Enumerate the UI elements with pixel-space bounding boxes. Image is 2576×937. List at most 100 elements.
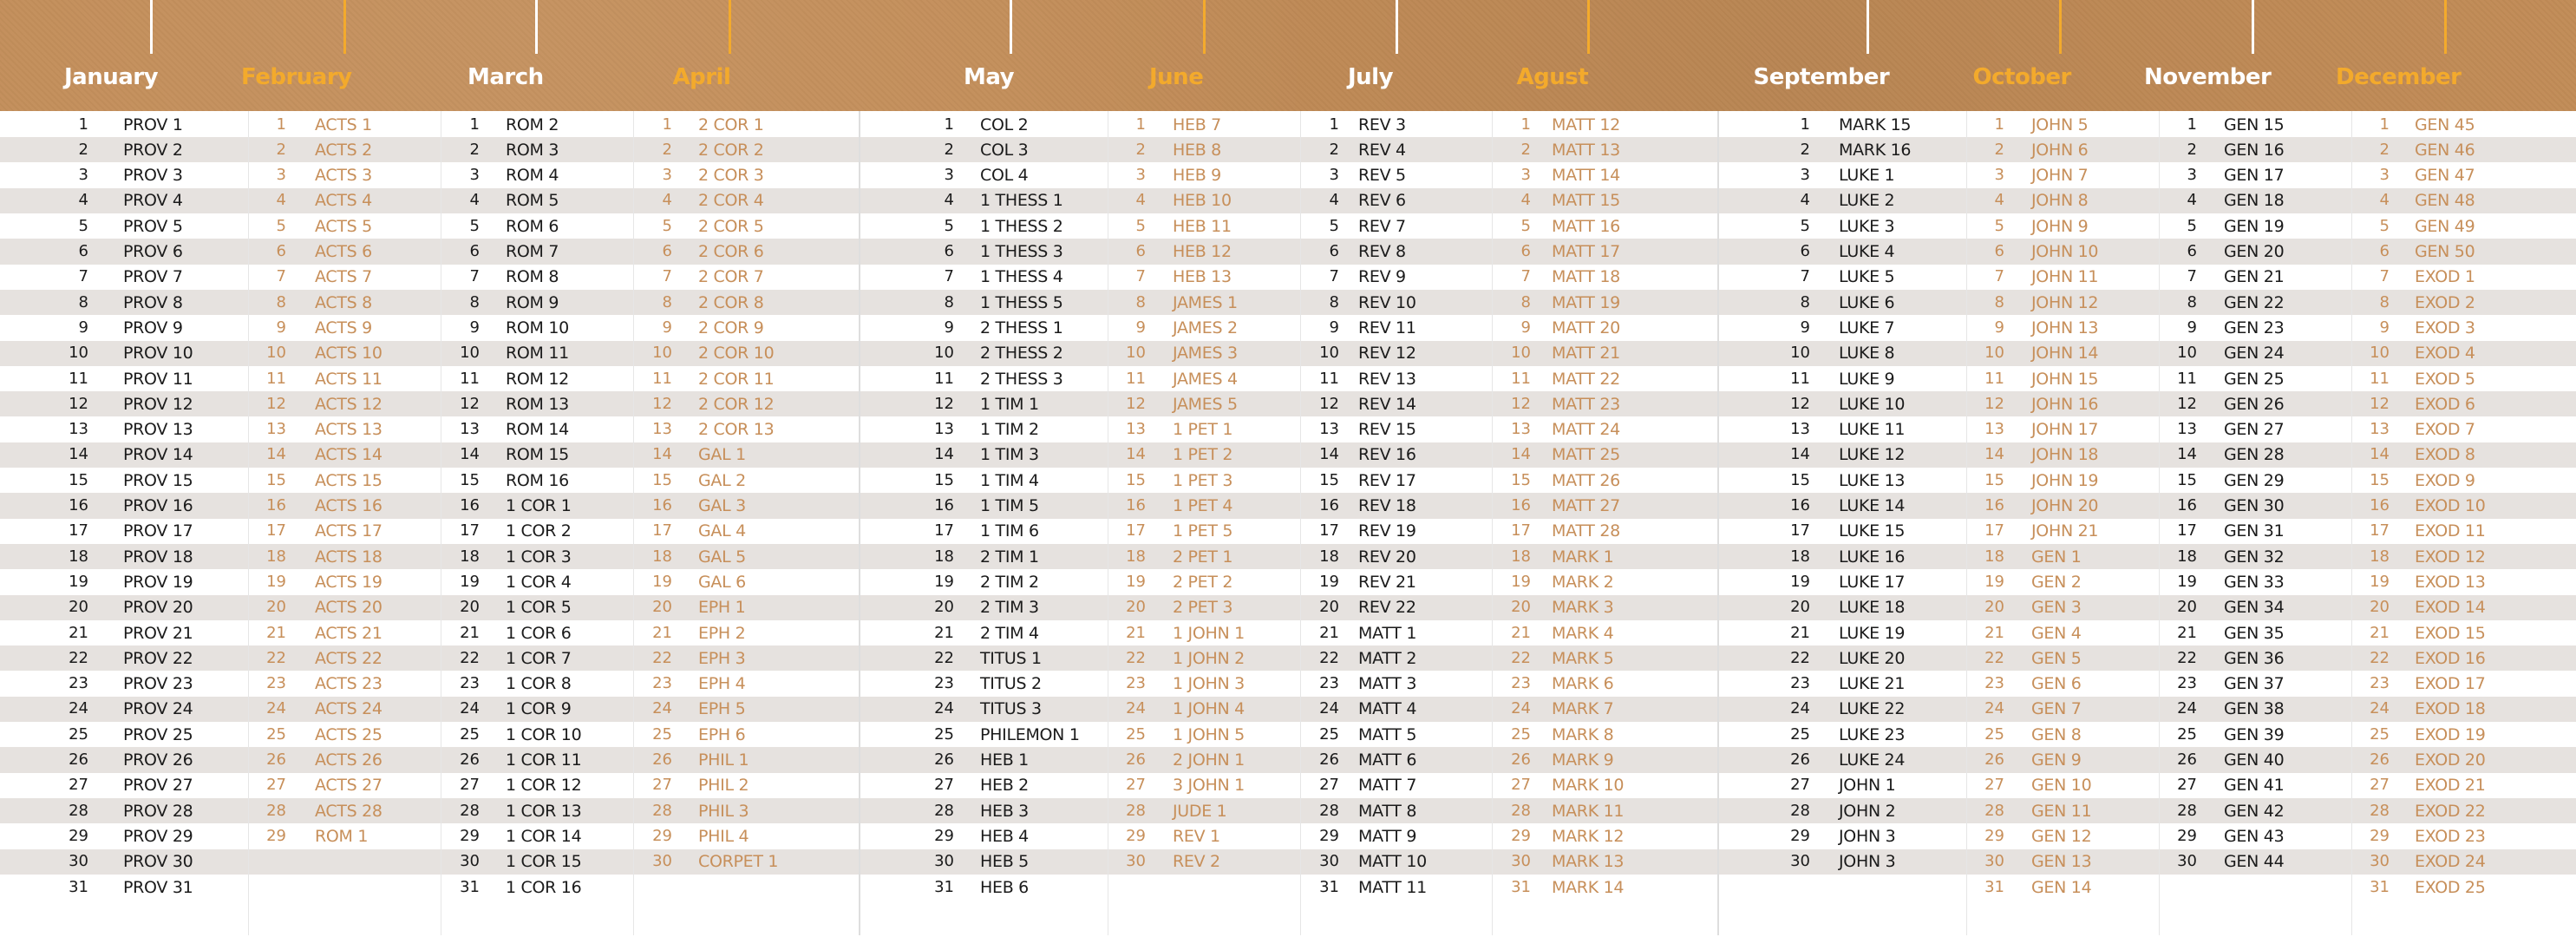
reading-entry: MATT 13 [1552, 140, 1620, 160]
reading-entry: JOHN 6 [2031, 140, 2089, 160]
reading-entry: PROV 9 [123, 318, 183, 337]
day-number: 4 [78, 191, 88, 210]
day-number: 29 [266, 826, 286, 845]
reading-entry: GEN 1 [2031, 547, 2082, 567]
day-number: 25 [1790, 724, 1810, 744]
day-number: 29 [1126, 826, 1146, 845]
day-number: 26 [652, 750, 672, 769]
row-stripes [0, 111, 2576, 935]
reading-entry: PROV 10 [123, 344, 193, 364]
reading-entry: 1 COR 1 [506, 496, 572, 515]
day-number: 19 [2370, 572, 2390, 591]
reading-entry: MARK 12 [1552, 826, 1625, 846]
reading-entry: JOHN 9 [2031, 216, 2089, 236]
reading-entry: PROV 18 [123, 547, 193, 567]
day-number: 17 [652, 521, 672, 541]
reading-entry: ROM 8 [506, 267, 559, 287]
day-number: 15 [652, 470, 672, 489]
reading-entry: 1 COR 4 [506, 572, 572, 592]
reading-entry: PROV 30 [123, 852, 193, 872]
day-number: 1 [2187, 115, 2197, 134]
reading-entry: REV 9 [1358, 267, 1406, 287]
reading-entry: 1 COR 10 [506, 724, 582, 744]
reading-entry: GEN 26 [2224, 394, 2285, 414]
day-number: 27 [1790, 776, 1810, 795]
day-number: 17 [69, 521, 88, 541]
reading-entry: PROV 11 [123, 369, 193, 389]
reading-entry: MATT 26 [1552, 470, 1620, 490]
day-number: 17 [460, 521, 480, 541]
day-number: 3 [1800, 166, 1810, 185]
day-number: 14 [1319, 445, 1339, 464]
reading-entry: MARK 13 [1552, 852, 1625, 872]
reading-entry: MARK 15 [1839, 115, 1912, 134]
day-number: 27 [934, 776, 954, 795]
reading-entry: PROV 25 [123, 724, 193, 744]
day-number: 11 [934, 369, 954, 388]
day-number: 30 [1126, 852, 1146, 871]
reading-entry: HEB 13 [1173, 267, 1232, 287]
day-number: 12 [266, 394, 286, 413]
reading-entry: GEN 34 [2224, 598, 2285, 618]
reading-entry: GEN 3 [2031, 598, 2082, 618]
reading-entry: 2 COR 9 [698, 318, 764, 337]
reading-entry: JOHN 18 [2031, 445, 2099, 465]
reading-entry: 1 PET 1 [1173, 420, 1233, 440]
reading-entry: 1 PET 2 [1173, 445, 1233, 465]
day-number: 25 [934, 724, 954, 744]
reading-entry: EXOD 24 [2415, 852, 2486, 872]
day-number: 28 [934, 801, 954, 820]
day-number: 2 [2187, 140, 2197, 159]
reading-entry: EXOD 8 [2415, 445, 2475, 465]
day-number: 19 [652, 572, 672, 591]
day-number: 10 [266, 344, 286, 363]
day-number: 24 [2177, 699, 2197, 718]
reading-entry: REV 11 [1358, 318, 1416, 337]
reading-entry: ROM 13 [506, 394, 569, 414]
day-number: 2 [1520, 140, 1531, 159]
day-number: 2 [1135, 140, 1146, 159]
month-tick [343, 0, 346, 54]
day-number: 10 [69, 344, 88, 363]
reading-entry: MATT 5 [1358, 724, 1417, 744]
reading-entry: PROV 16 [123, 496, 193, 515]
day-number: 4 [1329, 191, 1339, 210]
day-number: 16 [1984, 496, 2004, 514]
day-number: 17 [1511, 521, 1531, 541]
reading-entry: GEN 46 [2415, 140, 2475, 160]
day-number: 14 [2177, 445, 2197, 464]
reading-entry: PROV 21 [123, 623, 193, 643]
reading-entry: HEB 3 [980, 801, 1029, 821]
row-stripe [0, 290, 2576, 316]
day-number: 29 [2177, 826, 2197, 845]
reading-entry: COL 4 [980, 166, 1029, 186]
reading-entry: GEN 10 [2031, 776, 2092, 796]
day-number: 9 [78, 318, 88, 337]
reading-entry: REV 17 [1358, 470, 1416, 490]
reading-entry: 2 TIM 4 [980, 623, 1039, 643]
reading-entry: PROV 14 [123, 445, 193, 465]
reading-entry: PHIL 1 [698, 750, 749, 770]
reading-entry: ACTS 25 [315, 724, 382, 744]
day-number: 7 [1520, 267, 1531, 286]
reading-entry: MATT 21 [1552, 344, 1620, 364]
day-number: 21 [1790, 623, 1810, 642]
reading-entry: 1 JOHN 3 [1173, 674, 1245, 694]
reading-entry: MARK 3 [1552, 598, 1614, 618]
reading-entry: EXOD 5 [2415, 369, 2475, 389]
day-number: 25 [460, 724, 480, 744]
reading-entry: GEN 24 [2224, 344, 2285, 364]
reading-entry: LUKE 17 [1839, 572, 1906, 592]
reading-entry: PROV 19 [123, 572, 193, 592]
reading-entry: GEN 40 [2224, 750, 2285, 770]
day-number: 3 [469, 166, 480, 185]
day-number: 23 [1790, 674, 1810, 693]
reading-entry: REV 1 [1173, 826, 1220, 846]
reading-entry: 1 JOHN 4 [1173, 699, 1245, 719]
reading-entry: PROV 28 [123, 801, 193, 821]
month-tick [1396, 0, 1398, 54]
day-number: 26 [1790, 750, 1810, 769]
row-stripe [0, 442, 2576, 468]
reading-entry: GEN 49 [2415, 216, 2475, 236]
day-number: 8 [276, 292, 286, 311]
